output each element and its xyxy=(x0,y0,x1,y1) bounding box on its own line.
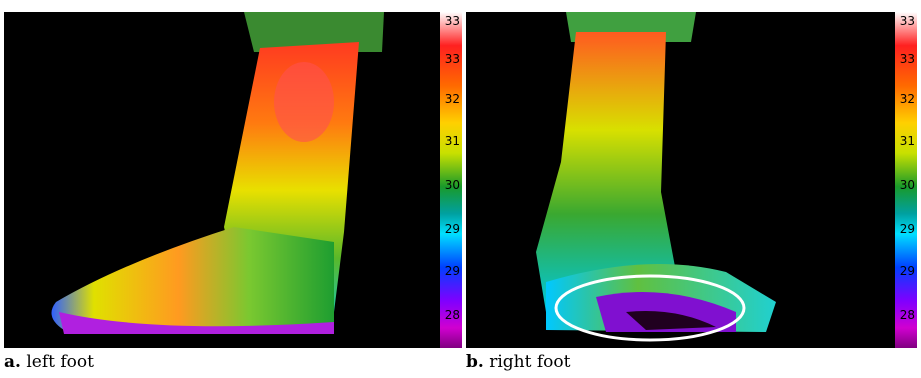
caption-letter: a. xyxy=(4,352,21,372)
caption-right-foot: b. right foot xyxy=(466,352,570,372)
right-foot-thermogram xyxy=(536,12,776,342)
scale-label: 30 xyxy=(899,178,915,192)
scale-label: 33 xyxy=(899,14,915,28)
scale-label: 32 xyxy=(444,92,460,106)
scale-label: 30 xyxy=(444,178,460,192)
temperature-scale-bar: 33 33 32 31 30 29 29 28 xyxy=(440,12,462,348)
caption-left-foot: a. left foot xyxy=(4,352,94,372)
left-foot-thermogram xyxy=(51,12,384,334)
scale-label: 33 xyxy=(444,14,460,28)
scale-label: 29 xyxy=(899,264,915,278)
scale-label: 31 xyxy=(899,134,915,148)
scale-label: 33 xyxy=(444,52,460,66)
scale-label: 28 xyxy=(899,308,915,322)
caption-text: left foot xyxy=(20,352,94,372)
scale-label: 33 xyxy=(899,52,915,66)
scale-label: 28 xyxy=(444,308,460,322)
thermal-image-left-foot: 33 33 32 31 30 29 29 28 xyxy=(4,12,462,348)
thermal-image-right-foot: 33 33 32 31 30 29 29 28 xyxy=(466,12,917,348)
scale-label: 32 xyxy=(899,92,915,106)
scale-label: 29 xyxy=(444,222,460,236)
scale-label: 29 xyxy=(444,264,460,278)
temperature-scale-bar: 33 33 32 31 30 29 29 28 xyxy=(895,12,917,348)
highlight-ellipse xyxy=(554,274,746,342)
scale-label: 29 xyxy=(899,222,915,236)
caption-text: right foot xyxy=(483,352,571,372)
scale-label: 31 xyxy=(444,134,460,148)
caption-letter: b. xyxy=(466,352,484,372)
